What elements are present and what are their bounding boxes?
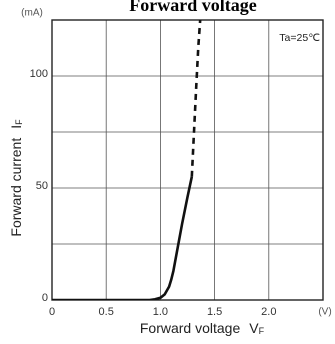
chart-title: Forward voltage bbox=[129, 0, 256, 15]
x-axis-symbol-subscript: F bbox=[259, 326, 265, 336]
x-axis-label: Forward voltage VF bbox=[140, 320, 265, 337]
x-tick-labels: 0 0.5 1.0 1.5 2.0 bbox=[49, 306, 277, 318]
y-unit-label: (mA) bbox=[21, 8, 43, 19]
x-tick-label: 1.0 bbox=[153, 306, 168, 318]
series-layer bbox=[52, 20, 202, 300]
plot-frame bbox=[51, 19, 324, 301]
x-tick-label: 1.5 bbox=[207, 306, 222, 318]
x-unit-label: (V) bbox=[318, 307, 331, 318]
y-axis-label-text: Forward current bbox=[8, 138, 24, 237]
temperature-annotation: Ta=25℃ bbox=[279, 32, 320, 44]
x-tick-label: 2.0 bbox=[261, 306, 276, 318]
x-tick-label: 0.5 bbox=[99, 306, 114, 318]
iv-curve-dashed bbox=[190, 20, 202, 177]
x-axis-symbol: V bbox=[249, 320, 259, 336]
x-axis-label-text: Forward voltage bbox=[140, 320, 241, 336]
iv-curve-solid bbox=[52, 176, 194, 300]
grid bbox=[52, 20, 323, 300]
y-axis-label: Forward current IF bbox=[8, 119, 25, 237]
y-tick-label: 0 bbox=[42, 292, 48, 304]
y-axis-symbol-subscript: F bbox=[14, 119, 24, 125]
x-tick-label: 0 bbox=[49, 306, 55, 318]
y-axis-symbol: I bbox=[8, 125, 24, 129]
y-tick-labels: 0 50 100 bbox=[30, 68, 48, 304]
y-tick-label: 50 bbox=[36, 180, 48, 192]
y-tick-label: 100 bbox=[30, 68, 48, 80]
